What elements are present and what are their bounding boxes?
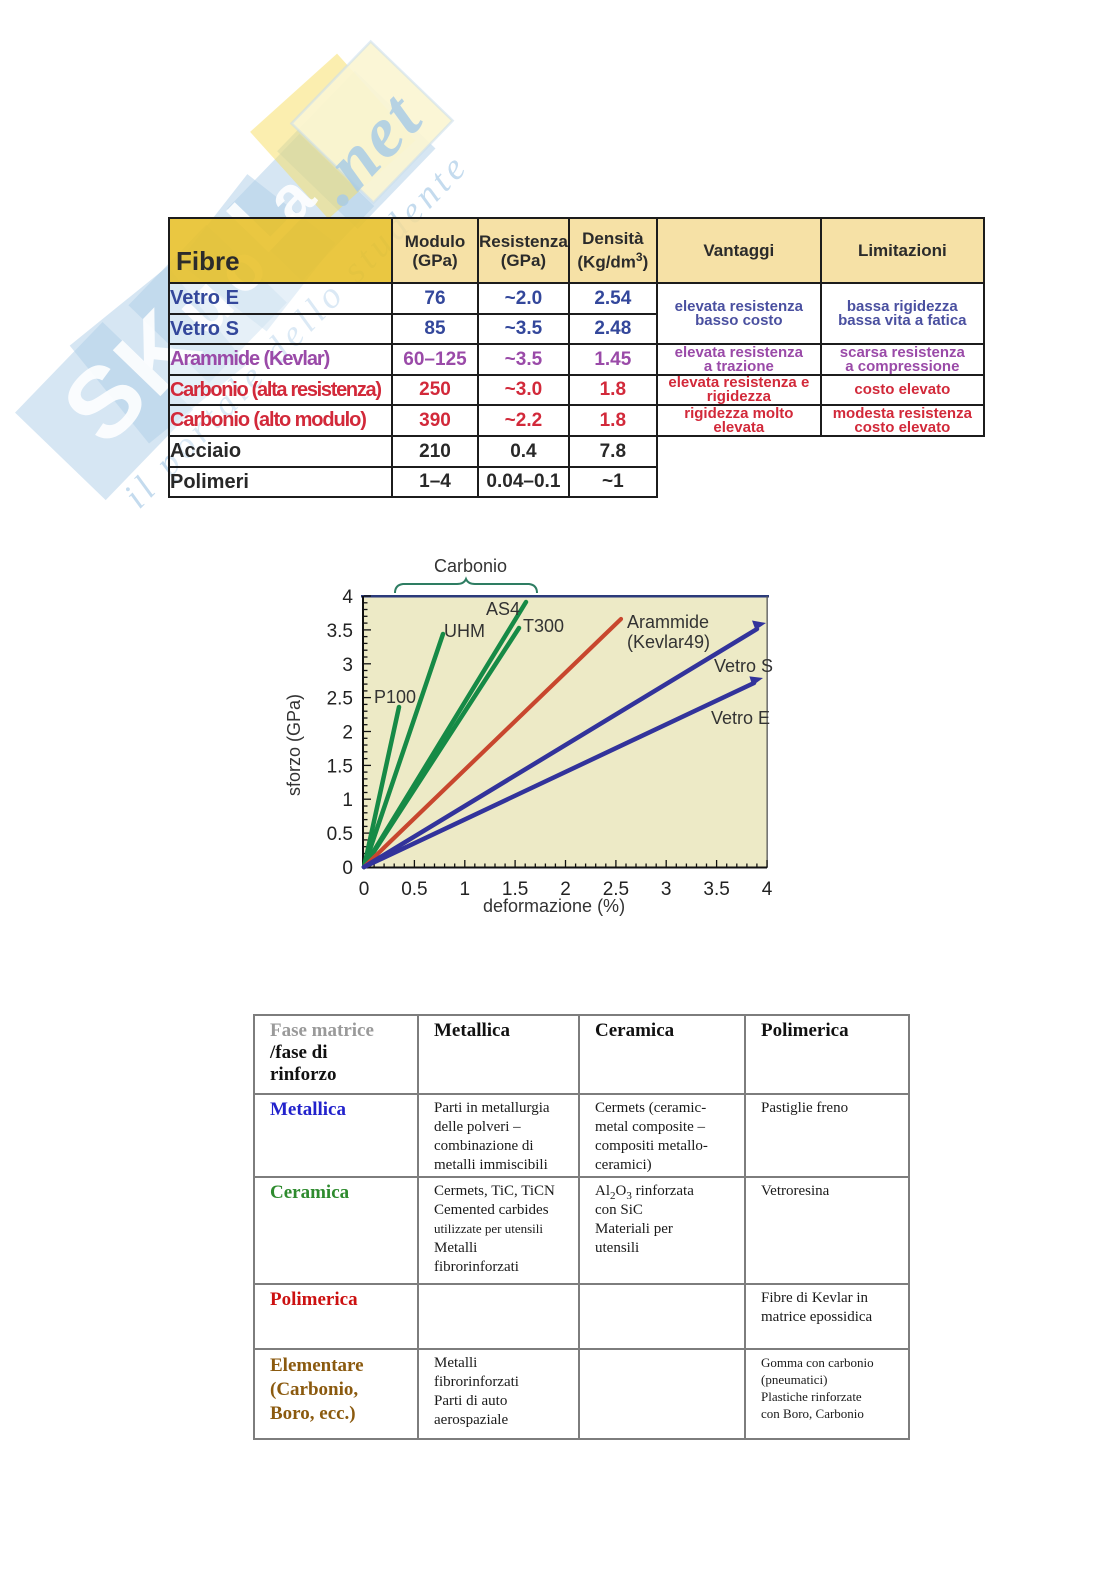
- svg-text:0: 0: [342, 858, 353, 879]
- svg-text:4: 4: [762, 879, 773, 900]
- svg-text:1: 1: [460, 879, 471, 900]
- svg-text:4: 4: [342, 587, 353, 608]
- svg-text:2.5: 2.5: [327, 689, 353, 710]
- svg-text:2: 2: [560, 879, 571, 900]
- svg-text:(Kevlar49): (Kevlar49): [627, 632, 710, 652]
- svg-text:3: 3: [342, 655, 353, 676]
- svg-text:AS4: AS4: [486, 599, 520, 619]
- svg-text:0.5: 0.5: [327, 824, 353, 845]
- svg-text:Vetro S: Vetro S: [714, 656, 773, 676]
- svg-text:3.5: 3.5: [327, 621, 353, 642]
- svg-text:P100: P100: [374, 687, 416, 707]
- svg-text:deformazione (%): deformazione (%): [483, 896, 625, 916]
- svg-text:3.5: 3.5: [703, 879, 729, 900]
- svg-text:Arammide: Arammide: [627, 612, 709, 632]
- svg-text:1: 1: [342, 790, 353, 811]
- svg-text:3: 3: [661, 879, 672, 900]
- svg-text:sforzo (GPa): sforzo (GPa): [284, 694, 304, 796]
- svg-text:Carbonio: Carbonio: [434, 556, 507, 576]
- svg-text:0.5: 0.5: [401, 879, 427, 900]
- svg-text:Vetro E: Vetro E: [711, 708, 770, 728]
- svg-text:UHM: UHM: [444, 621, 485, 641]
- svg-text:0: 0: [359, 879, 370, 900]
- svg-text:2: 2: [342, 723, 353, 744]
- svg-text:1.5: 1.5: [502, 879, 528, 900]
- svg-text:1.5: 1.5: [327, 756, 353, 777]
- svg-text:T300: T300: [523, 616, 564, 636]
- svg-text:2.5: 2.5: [603, 879, 629, 900]
